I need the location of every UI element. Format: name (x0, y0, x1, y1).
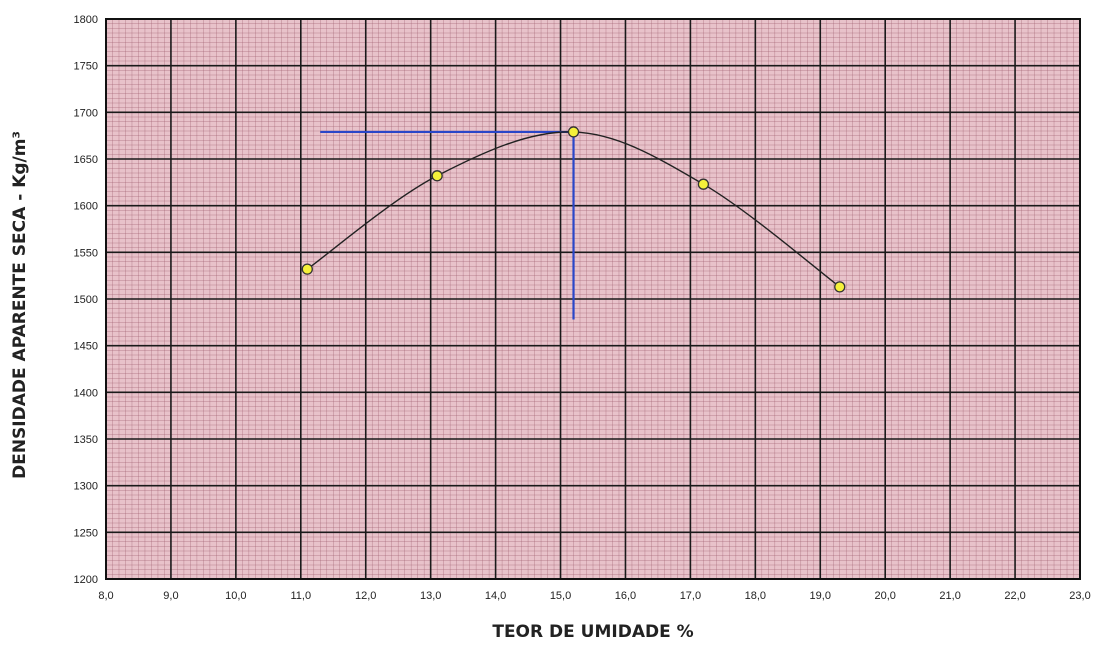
x-tick-label: 17,0 (680, 590, 701, 602)
data-point (834, 281, 846, 293)
x-tick-label: 8,0 (98, 590, 113, 602)
data-point (697, 178, 710, 190)
x-tick-label: 15,0 (550, 590, 571, 602)
x-tick-label: 9,0 (163, 590, 178, 602)
y-tick-label: 1550 (74, 247, 98, 259)
y-tick-label: 1350 (74, 434, 98, 446)
x-tick-label: 11,0 (291, 590, 312, 602)
y-tick-label: 1800 (74, 14, 98, 26)
y-tick-label: 1750 (74, 61, 98, 73)
x-tick-label: 19,0 (810, 590, 831, 602)
x-tick-labels: 8,0 9,0 10,0 11,0 12,0 13,0 14,0 15,0 16,0 17,0 18… (98, 590, 1090, 602)
reference-lines (320, 130, 575, 320)
y-tick-label: 1400 (74, 387, 98, 399)
x-tick-label: 23,0 (1069, 590, 1090, 602)
y-tick-label: 1200 (74, 574, 98, 586)
x-tick-label: 16,0 (615, 590, 636, 602)
y-tick-labels: 1200 1250 1300 1350 1400 1450 1500 1550 1600 1650… (74, 14, 98, 586)
y-tick-label: 1650 (74, 154, 98, 166)
data-point (301, 263, 313, 275)
y-tick-label: 1600 (74, 201, 98, 213)
y-tick-label: 1450 (74, 341, 98, 353)
x-tick-label: 22,0 (1004, 590, 1025, 602)
x-tick-label: 14,0 (485, 590, 506, 602)
y-tick-label: 1250 (74, 527, 98, 539)
plot-border (105, 18, 1081, 580)
x-tick-label: 18,0 (745, 590, 766, 602)
x-tick-label: 20,0 (874, 590, 895, 602)
y-axis-title: DENSIDADE APARENTE SECA - Kg/m³ (10, 131, 30, 479)
data-points (301, 126, 846, 293)
x-tick-label: 12,0 (355, 590, 376, 602)
x-tick-label: 10,0 (225, 590, 246, 602)
data-point (431, 170, 443, 182)
y-tick-label: 1700 (74, 107, 98, 119)
y-tick-label: 1500 (74, 294, 98, 306)
x-tick-label: 13,0 (420, 590, 441, 602)
data-point (567, 126, 580, 138)
y-tick-label: 1300 (74, 481, 98, 493)
x-tick-label: 21,0 (939, 590, 960, 602)
x-axis-title: TEOR DE UMIDADE % (492, 622, 693, 642)
